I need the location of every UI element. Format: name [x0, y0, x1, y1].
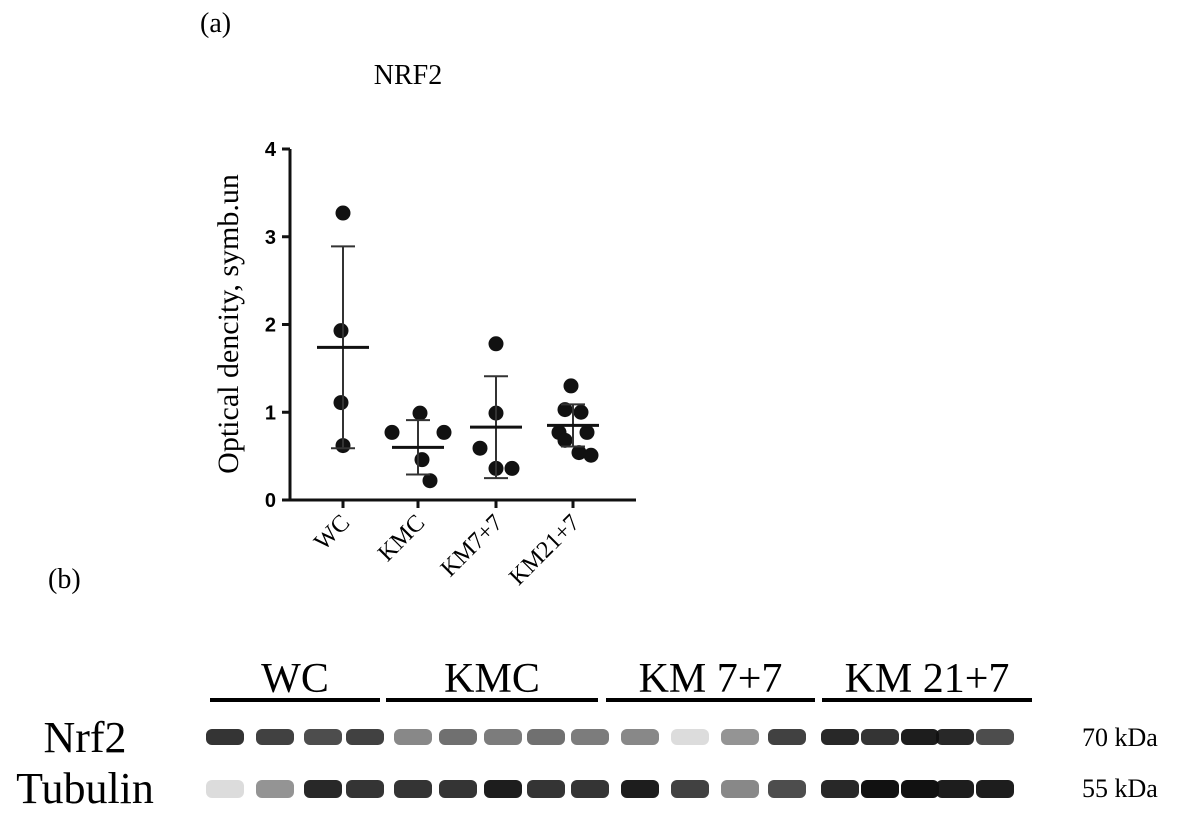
- data-point: [504, 460, 520, 476]
- data-point: [384, 424, 400, 440]
- row-label: Nrf2: [43, 713, 126, 762]
- x-tick-label: KM7+7: [436, 510, 508, 582]
- blot-band: [484, 729, 522, 745]
- data-point: [571, 445, 587, 461]
- chart-title: NRF2: [374, 60, 442, 91]
- data-point: [436, 424, 452, 440]
- blot-band: [256, 729, 294, 745]
- blot-band: [571, 780, 609, 798]
- group-label: KM 21+7: [845, 656, 1010, 702]
- blot-band: [671, 780, 709, 798]
- blot-band: [484, 780, 522, 798]
- blot-band: [861, 729, 899, 745]
- blot-band: [976, 780, 1014, 798]
- size-label: 70 kDa: [1082, 723, 1158, 752]
- blot-band: [304, 729, 342, 745]
- western-blot: WC KMC KM 7+7 KM 21+7 Nrf2 70 kDa Tubulin 55 kD…: [16, 656, 1158, 813]
- blot-band: [861, 780, 899, 798]
- blot-band: [571, 729, 609, 745]
- blot-band: [394, 780, 432, 798]
- data-point: [414, 452, 430, 468]
- data-point: [557, 402, 573, 418]
- group-label: WC: [261, 656, 329, 702]
- panel-label: (b): [48, 564, 81, 595]
- blot-band: [439, 729, 477, 745]
- blot-band: [527, 780, 565, 798]
- y-tick-label: 4: [265, 139, 277, 161]
- y-tick-label: 2: [265, 315, 276, 337]
- blot-band: [439, 780, 477, 798]
- data-point: [557, 432, 573, 448]
- data-point: [563, 378, 579, 394]
- blot-band: [346, 729, 384, 745]
- blot-band: [936, 729, 974, 745]
- data-point: [579, 424, 595, 440]
- x-tick-label: WC: [310, 510, 356, 556]
- data-point: [422, 473, 438, 489]
- y-axis-label: Optical dencity, symb.un: [212, 174, 245, 474]
- data-point: [488, 336, 504, 352]
- data-point: [573, 404, 589, 420]
- blot-band: [304, 780, 342, 798]
- blot-band: [821, 729, 859, 745]
- blot-band: [621, 729, 659, 745]
- blot-band: [721, 780, 759, 798]
- panel-label: (a): [200, 8, 231, 39]
- data-point: [472, 440, 488, 456]
- blot-band: [206, 780, 244, 798]
- row-label: Tubulin: [16, 764, 154, 813]
- data-point: [333, 395, 349, 411]
- blot-band: [936, 780, 974, 798]
- blot-band: [768, 780, 806, 798]
- blot-band: [721, 729, 759, 745]
- blot-band: [346, 780, 384, 798]
- data-point: [335, 205, 351, 221]
- blot-band: [527, 729, 565, 745]
- blot-band: [394, 729, 432, 745]
- blot-band: [901, 780, 939, 798]
- group-label: KMC: [444, 656, 540, 702]
- y-tick-label: 3: [265, 227, 276, 249]
- blot-band: [901, 729, 939, 745]
- blot-band: [206, 729, 244, 745]
- size-label: 55 kDa: [1082, 774, 1158, 803]
- blot-band: [256, 780, 294, 798]
- x-tick-label: KM21+7: [504, 510, 585, 591]
- group-label: KM 7+7: [639, 656, 783, 702]
- data-point: [583, 447, 599, 463]
- x-tick-label: KMC: [373, 510, 430, 567]
- blot-band: [976, 729, 1014, 745]
- blot-band: [621, 780, 659, 798]
- blot-band: [821, 780, 859, 798]
- data-point: [333, 323, 349, 339]
- data-point: [412, 405, 428, 421]
- y-tick-label: 1: [265, 402, 276, 424]
- blot-band: [768, 729, 806, 745]
- blot-band: [671, 729, 709, 745]
- y-tick-label: 0: [265, 490, 276, 512]
